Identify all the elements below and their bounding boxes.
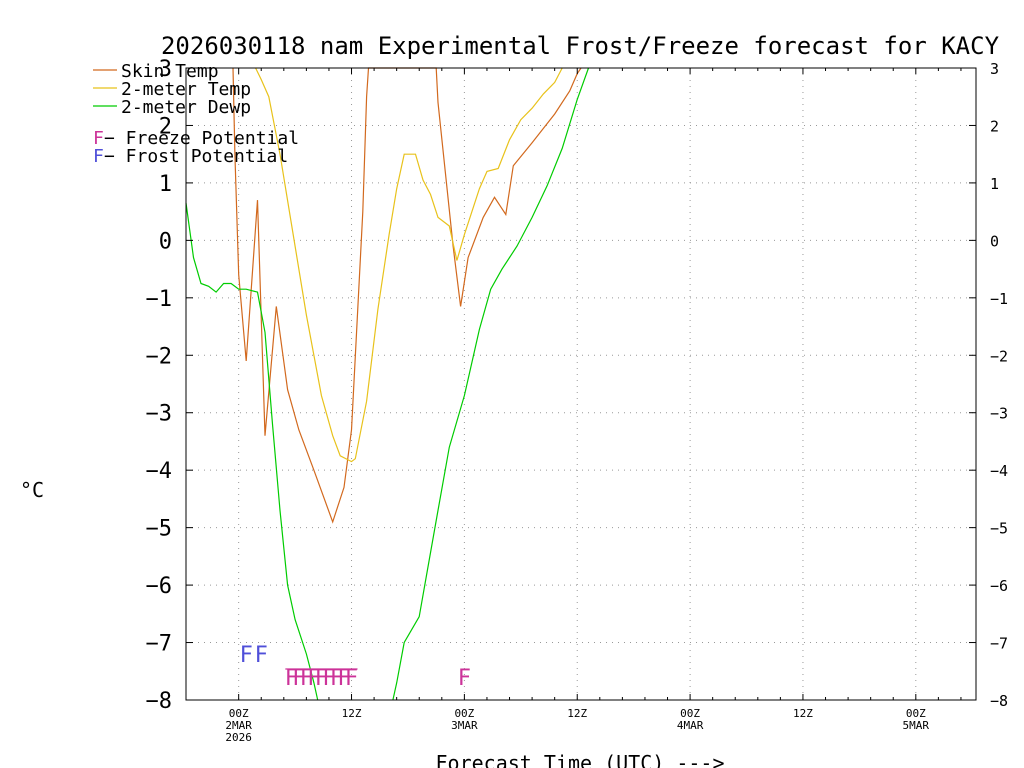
x-tick-label: 00Z xyxy=(906,707,926,720)
series-line-2-meter-temp xyxy=(255,67,563,463)
y-tick-label-right: −2 xyxy=(990,347,1008,365)
y-tick-label-right: −8 xyxy=(990,692,1008,710)
series-layer xyxy=(185,67,590,701)
axes: 3 3 2 2 1 1 0 0 −1 −1 −2 −2 −3 −3 −4 −4 −5 −5 −6 −6 −7 −7 −8 −8… xyxy=(146,57,1009,744)
y-tick-label-left: −7 xyxy=(146,632,173,657)
freeze-marker: F xyxy=(300,666,313,691)
y-tick-label-left: −2 xyxy=(146,344,173,369)
freeze-marker: F xyxy=(330,666,343,691)
y-tick-label-right: −7 xyxy=(990,635,1008,653)
x-tick-label: 12Z xyxy=(342,707,362,720)
chart-title: 2026030118 nam Experimental Frost/Freeze… xyxy=(161,32,1000,60)
freeze-marker: F xyxy=(322,666,335,691)
freeze-marker: F xyxy=(285,666,298,691)
y-tick-label-left: −3 xyxy=(146,402,173,427)
legend-label: Skin Temp xyxy=(121,61,219,82)
legend-marker: F xyxy=(93,128,104,149)
frost-marker: F xyxy=(240,643,253,668)
y-tick-label-right: 3 xyxy=(990,60,999,78)
series-line-skin-temp xyxy=(232,67,582,524)
y-tick-label-left: 0 xyxy=(159,229,172,254)
legend-label: 2-meter Temp xyxy=(121,79,251,100)
x-tick-label: 00Z xyxy=(454,707,474,720)
y-tick-label-left: −4 xyxy=(146,459,173,484)
y-tick-label-right: −1 xyxy=(990,290,1008,308)
x-tick-label: 00Z xyxy=(680,707,700,720)
y-tick-label-left: −1 xyxy=(146,287,173,312)
y-tick-label-left: 2 xyxy=(159,114,172,139)
freeze-marker: F xyxy=(345,666,358,691)
grid xyxy=(186,68,976,700)
series-line-2-meter-dewp xyxy=(185,202,319,701)
y-tick-label-left: 3 xyxy=(159,57,172,82)
y-tick-label-left: −8 xyxy=(146,689,173,714)
x-tick-label: 00Z xyxy=(229,707,249,720)
freeze-marker: F xyxy=(307,666,320,691)
freeze-marker: F xyxy=(315,666,328,691)
x-tick-label: 4MAR xyxy=(677,719,704,732)
freeze-marker: F xyxy=(292,666,305,691)
x-tick-label: 12Z xyxy=(793,707,813,720)
frost-marker: F xyxy=(255,643,268,668)
x-tick-label: 2MAR xyxy=(225,719,252,732)
y-tick-label-right: −5 xyxy=(990,520,1008,538)
series-line-2-meter-dewp xyxy=(392,67,590,701)
x-tick-label: 5MAR xyxy=(903,719,930,732)
x-axis-label: Forecast Time (UTC) ---> xyxy=(436,751,725,768)
y-tick-label-right: −6 xyxy=(990,577,1008,595)
y-tick-label-left: 1 xyxy=(159,172,172,197)
x-tick-label: 3MAR xyxy=(451,719,478,732)
legend-label: 2-meter Dewp xyxy=(121,97,251,118)
legend-label: − Freeze Potential xyxy=(104,128,299,149)
y-tick-label-right: 1 xyxy=(990,175,999,193)
legend-label: − Frost Potential xyxy=(104,146,288,167)
y-tick-label-right: −3 xyxy=(990,405,1008,423)
y-tick-label-right: 0 xyxy=(990,232,999,250)
freeze-marker: F xyxy=(337,666,350,691)
x-tick-label: 12Z xyxy=(567,707,587,720)
plot-frame xyxy=(185,67,977,701)
y-tick-label-right: −4 xyxy=(990,462,1008,480)
legend-marker: F xyxy=(93,146,104,167)
x-tick-label: 2026 xyxy=(225,731,252,744)
y-axis-label: °C xyxy=(20,478,44,502)
y-tick-label-right: 2 xyxy=(990,117,999,135)
freeze-marker: F xyxy=(458,666,471,691)
y-tick-label-left: −5 xyxy=(146,517,173,542)
y-tick-label-left: −6 xyxy=(146,574,173,599)
